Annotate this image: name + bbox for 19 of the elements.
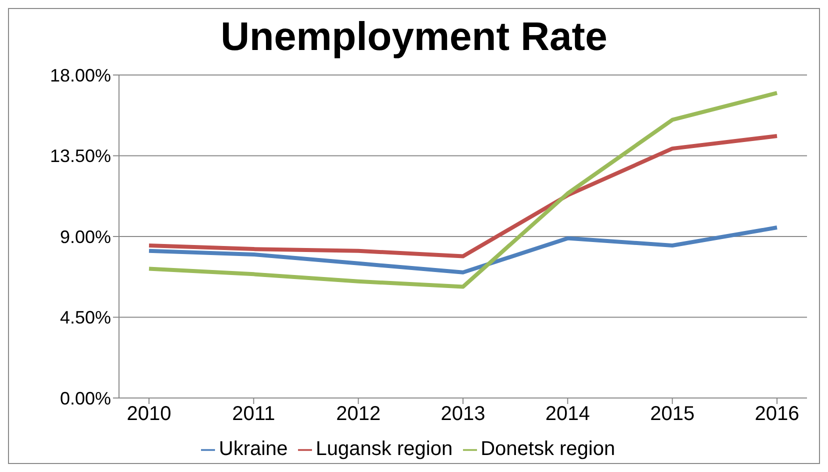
line-series [147, 226, 779, 274]
y-tick-label: 4.50% [60, 308, 111, 328]
y-tick-label: 0.00% [60, 388, 111, 408]
legend-label: Lugansk region [316, 438, 453, 460]
x-tick-label: 2015 [650, 403, 695, 426]
y-tick-label: 9.00% [60, 226, 111, 247]
x-tick-label: 2012 [336, 403, 381, 426]
line-series [147, 90, 779, 289]
x-tick-label: 2016 [754, 403, 800, 426]
legend-label: Donetsk region [480, 438, 616, 460]
x-tick-label: 2014 [545, 403, 590, 426]
x-tick-label: 2013 [440, 403, 486, 426]
y-tick-label: 13.50% [50, 146, 111, 166]
y-tick-label: 18.00% [50, 65, 111, 86]
legend-label: Ukraine [218, 438, 288, 460]
x-tick-label: 2011 [232, 403, 276, 426]
x-tick-label: 2010 [126, 403, 172, 426]
line-series [147, 134, 779, 258]
chart-title: Unemployment Rate [220, 14, 608, 61]
